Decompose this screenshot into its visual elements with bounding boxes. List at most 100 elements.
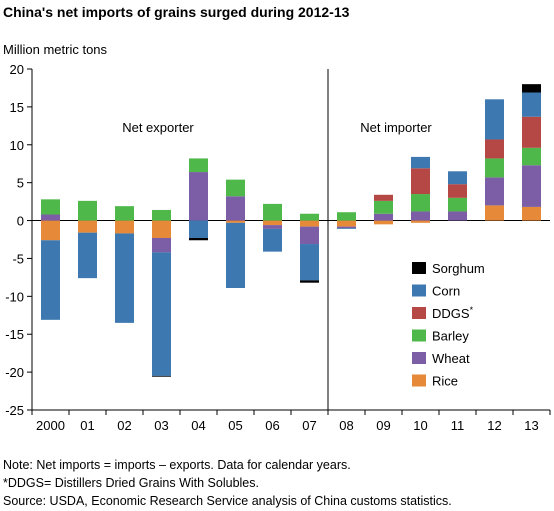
footnote-ddgs: *DDGS= Distillers Dried Grains With Solu… [3, 476, 259, 490]
legend-swatch [412, 352, 426, 364]
bar-sorghum-13 [522, 84, 541, 93]
source-line: Source: USDA, Economic Research Service … [3, 494, 452, 508]
bar-wheat-08 [337, 226, 356, 229]
x-tick-label: 05 [228, 418, 242, 433]
bar-barley-13 [522, 147, 541, 166]
bar-rice-09 [374, 220, 393, 225]
x-tick-label: 03 [154, 418, 168, 433]
bar-wheat-12 [485, 177, 504, 206]
bar-wheat-2000 [41, 214, 60, 221]
bar-sorghum-04 [189, 237, 208, 241]
x-tick-label: 10 [413, 418, 427, 433]
y-tick-label: 15 [10, 100, 24, 115]
bar-ddgs-13 [522, 116, 541, 148]
bar-ddgs-12 [485, 139, 504, 159]
bar-barley-04 [189, 158, 208, 173]
bar-sorghum-07 [300, 280, 319, 283]
bar-barley-06 [263, 203, 282, 221]
bar-barley-01 [78, 200, 97, 221]
bar-sorghum-03 [152, 375, 171, 377]
x-tick-label: 11 [451, 418, 465, 433]
bar-rice-05 [226, 220, 245, 223]
bar-corn-11 [448, 171, 467, 185]
bar-corn-03 [152, 252, 171, 376]
legend-label: DDGS* [432, 305, 474, 321]
legend-swatch [412, 284, 426, 297]
bar-barley-11 [448, 197, 467, 212]
x-tick-label: 06 [265, 418, 279, 433]
bar-wheat-07 [300, 226, 319, 245]
y-axis-label: Million metric tons [3, 42, 108, 57]
legend-label: Wheat [432, 351, 470, 366]
bar-rice-03 [152, 220, 171, 238]
bar-wheat-06 [263, 225, 282, 229]
annotation-net-importer: Net importer [360, 120, 432, 135]
legend-swatch [412, 307, 426, 319]
legend-swatch [412, 262, 426, 274]
note-line: Note: Net imports = imports – exports. D… [3, 458, 351, 472]
bar-barley-03 [152, 209, 171, 221]
bar-wheat-10 [411, 211, 430, 221]
bar-wheat-04 [189, 172, 208, 221]
bar-ddgs-10 [411, 168, 430, 195]
chart-title: China's net imports of grains surged dur… [3, 4, 350, 20]
y-tick-label: 0 [17, 214, 24, 229]
bar-barley-09 [374, 200, 393, 214]
bar-corn-02 [115, 233, 134, 323]
legend-swatch [412, 329, 426, 342]
bar-corn-10 [411, 156, 430, 169]
y-tick-label: -5 [12, 251, 24, 266]
bar-rice-2000 [41, 220, 60, 241]
bar-rice-01 [78, 220, 97, 233]
bar-rice-02 [115, 220, 134, 234]
y-tick-label: -25 [5, 403, 24, 418]
bar-barley-08 [337, 212, 356, 221]
bar-barley-07 [300, 213, 319, 221]
bar-wheat-05 [226, 196, 245, 221]
bar-corn-01 [78, 232, 97, 279]
x-tick-label: 13 [524, 418, 538, 433]
bar-corn-08 [337, 228, 356, 229]
legend-label: Barley [432, 329, 469, 344]
x-tick-label: 08 [339, 418, 353, 433]
annotation-net-exporter: Net exporter [122, 120, 194, 135]
bar-corn-06 [263, 228, 282, 252]
y-tick-label: -20 [5, 365, 24, 380]
bar-rice-10 [411, 220, 430, 223]
legend-label: Corn [432, 284, 460, 299]
legend-swatch [412, 374, 426, 387]
bar-ddgs-11 [448, 184, 467, 198]
x-tick-label: 12 [487, 418, 501, 433]
bar-ddgs-09 [374, 194, 393, 201]
bar-corn-05 [226, 222, 245, 288]
x-tick-label: 2000 [36, 418, 65, 433]
y-tick-label: 20 [10, 62, 24, 77]
bar-rice-12 [485, 205, 504, 221]
x-tick-label: 04 [191, 418, 205, 433]
bar-corn-2000 [41, 240, 60, 320]
bar-corn-04 [189, 220, 208, 238]
bar-barley-02 [115, 206, 134, 221]
bars-layer [41, 84, 541, 377]
bar-corn-13 [522, 92, 541, 117]
bar-barley-12 [485, 158, 504, 178]
bar-wheat-13 [522, 165, 541, 207]
bar-corn-12 [485, 99, 504, 140]
y-tick-label: -15 [5, 327, 24, 342]
bar-wheat-03 [152, 237, 171, 253]
bar-rice-13 [522, 206, 541, 221]
x-tick-label: 02 [117, 418, 131, 433]
x-tick-label: 09 [376, 418, 390, 433]
bar-rice-07 [300, 220, 319, 227]
legend: Sorghum Corn DDGS* Barley Wheat Rice [412, 261, 485, 389]
bar-barley-2000 [41, 199, 60, 215]
y-tick-label: -10 [5, 289, 24, 304]
x-tick-label: 01 [80, 418, 94, 433]
bar-barley-10 [411, 194, 430, 212]
x-tick-label: 07 [302, 418, 316, 433]
bar-rice-06 [263, 220, 282, 226]
bar-wheat-09 [374, 213, 393, 221]
y-tick-label: 10 [10, 138, 24, 153]
y-tick-label: 5 [17, 176, 24, 191]
